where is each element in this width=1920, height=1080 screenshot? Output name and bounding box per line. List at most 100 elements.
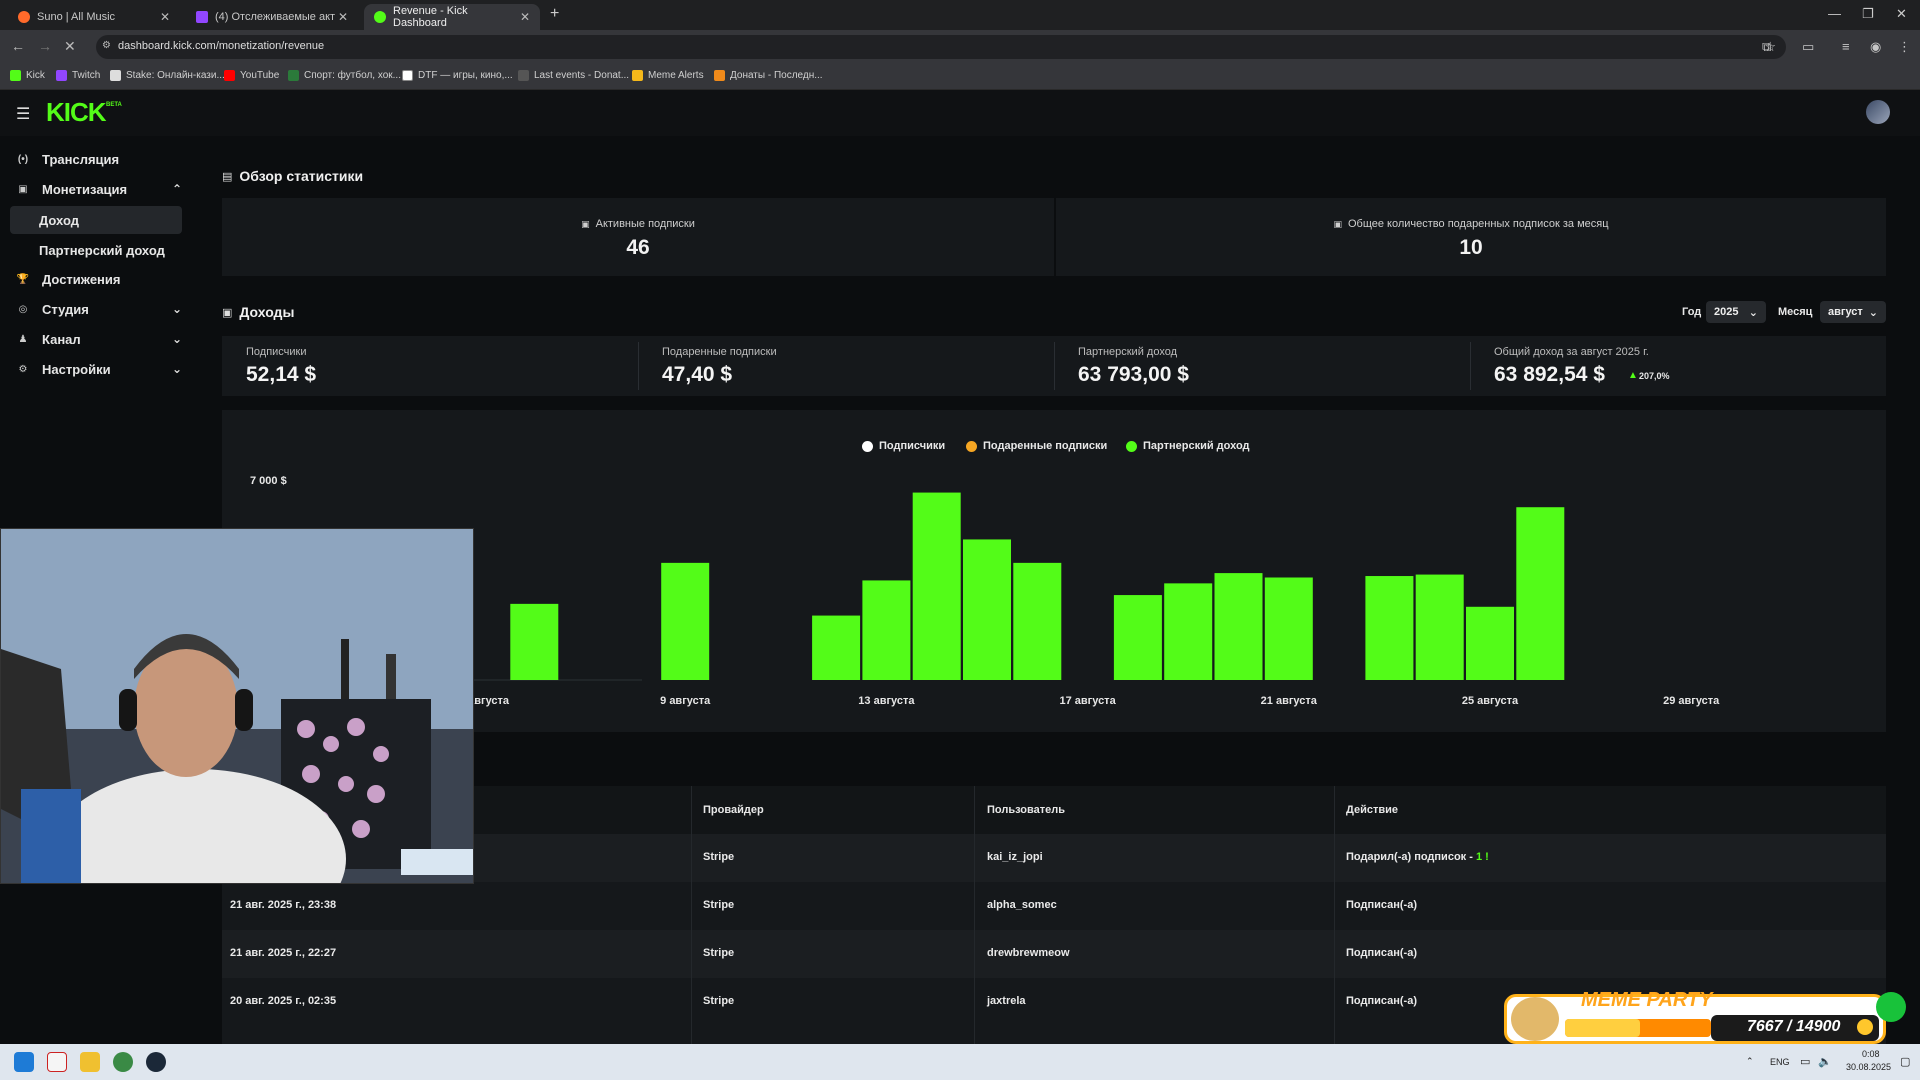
card-divider — [1470, 342, 1471, 390]
site-info-icon[interactable]: ⚙ — [102, 40, 111, 51]
chart-bar[interactable] — [963, 539, 1011, 680]
sidebar-sub-partner-revenue[interactable]: Партнерский доход — [10, 236, 182, 264]
bookmark-label: Last events - Donat... — [534, 70, 630, 81]
chart-bar[interactable] — [1466, 606, 1514, 680]
bookmark-star-icon[interactable]: ☆ — [1764, 39, 1776, 54]
subs-revenue-value: 52,14 $ — [246, 363, 317, 386]
chart-bar[interactable] — [912, 492, 961, 680]
legend-label: Подписчики — [879, 440, 946, 452]
table-row[interactable]: 21 авг. 2025 г., 23:38 Stripe alpha_some… — [222, 882, 1886, 930]
tray-chevron-icon[interactable]: ⌃ — [1746, 1056, 1754, 1066]
start-icon[interactable] — [14, 1052, 34, 1072]
chart-bar[interactable] — [1013, 562, 1062, 680]
chart-bar[interactable] — [1365, 576, 1414, 680]
new-tab-icon[interactable]: + — [550, 5, 560, 22]
bookmark-label: Донаты - Последн... — [730, 70, 823, 81]
stake-icon — [110, 70, 121, 81]
twitch-icon — [56, 70, 67, 81]
sidebar-item-broadcast[interactable]: (•) Трансляция — [10, 146, 182, 172]
folder-icon[interactable] — [80, 1052, 100, 1072]
total-revenue-value: 63 892,54 $ — [1494, 363, 1605, 386]
close-tab-icon[interactable]: ✕ — [519, 10, 530, 24]
avatar[interactable] — [1866, 100, 1890, 124]
sidebar-sub-revenue[interactable]: Доход — [10, 206, 182, 234]
language-indicator[interactable]: ENG — [1770, 1057, 1790, 1067]
browser-tab[interactable]: (4) Отслеживаемые активные ✕ — [186, 4, 358, 30]
overview-title: ▤ Обзор статистики — [222, 168, 363, 184]
browser-tab[interactable]: Suno | All Music ✕ — [8, 4, 180, 30]
month-select[interactable]: август ⌄ — [1820, 301, 1886, 323]
legend-partner[interactable]: Партнерский доход — [1126, 440, 1250, 452]
sidebar-item-monetization[interactable]: ▣ Монетизация ⌃ — [10, 176, 182, 202]
chart-bar[interactable] — [812, 615, 861, 680]
table-row[interactable]: 21 авг. 2025 г., 22:27 Stripe drewbrewme… — [222, 930, 1886, 978]
chrome-icon[interactable] — [113, 1052, 133, 1072]
sidebar-item-studio[interactable]: ◎ Студия ⌄ — [10, 296, 182, 322]
address-bar[interactable]: ⚙ dashboard.kick.com/monetization/revenu… — [96, 35, 1786, 59]
active-subs-card: ▣ Активные подписки 46 — [222, 198, 1054, 276]
kick-logo[interactable]: KICK — [46, 97, 107, 127]
minimize-icon[interactable]: — — [1828, 6, 1841, 21]
action-text: Подарил(-а) подписок - — [1346, 851, 1476, 863]
browser-tab-active[interactable]: Revenue - Kick Dashboard ✕ — [364, 4, 540, 30]
chart-bar[interactable] — [1214, 573, 1263, 680]
chart-bar[interactable] — [1516, 507, 1565, 680]
bookmark-stake[interactable]: Stake: Онлайн-кази... — [110, 70, 225, 81]
notifications-icon[interactable]: ▢ — [1900, 1056, 1911, 1068]
steam-icon[interactable] — [146, 1052, 166, 1072]
legend-subscribers[interactable]: Подписчики — [862, 440, 945, 452]
column-divider — [691, 786, 692, 1044]
bookmark-kick[interactable]: Kick — [10, 70, 45, 81]
bookmark-donat[interactable]: Last events - Donat... — [518, 70, 629, 81]
chevron-down-icon[interactable]: ⌄ — [171, 332, 182, 346]
clock-date[interactable]: 30.08.2025 — [1846, 1062, 1892, 1072]
volume-icon[interactable]: 🔈 — [1818, 1056, 1832, 1068]
forward-icon[interactable]: → — [38, 38, 52, 54]
year-select[interactable]: 2025 ⌄ — [1706, 301, 1766, 323]
x-tick-label: 29 августа — [1663, 695, 1720, 707]
chart-bar[interactable] — [661, 562, 710, 680]
bookmark-youtube[interactable]: YouTube — [224, 70, 279, 81]
chat-bubble-icon[interactable] — [1876, 992, 1906, 1022]
legend-dot — [862, 440, 873, 452]
close-tab-icon[interactable]: ✕ — [337, 10, 348, 24]
sidebar-item-settings[interactable]: ⚙ Настройки ⌄ — [10, 356, 182, 382]
chart-bar[interactable] — [1264, 577, 1313, 681]
chart-bar[interactable] — [1415, 574, 1464, 680]
active-subs-value: 46 — [626, 236, 650, 259]
reload-icon[interactable]: ✕ — [64, 38, 76, 54]
clock-time[interactable]: 0:08 — [1862, 1049, 1880, 1059]
tab-title: Revenue - Kick Dashboard — [393, 5, 468, 29]
cell-user: alpha_somec — [987, 899, 1057, 911]
bookmark-twitch[interactable]: Twitch — [56, 70, 100, 81]
chart-bar[interactable] — [862, 580, 911, 680]
sidebar-item-channel[interactable]: ♟ Канал ⌄ — [10, 326, 182, 352]
sidebar-item-achievements[interactable]: 🏆 Достижения — [10, 266, 182, 292]
extensions-icon[interactable]: ⧉ — [1762, 39, 1772, 54]
legend-gifted[interactable]: Подаренные подписки — [966, 440, 1107, 452]
close-window-icon[interactable]: ✕ — [1896, 6, 1907, 21]
restore-icon[interactable]: ❐ — [1862, 6, 1874, 21]
chart-bar[interactable] — [510, 603, 559, 680]
year-value: 2025 — [1714, 306, 1739, 318]
chevron-down-icon[interactable]: ⌄ — [171, 302, 182, 316]
profile-icon[interactable]: ◉ — [1870, 39, 1882, 54]
table-row[interactable]: Stripe kai_iz_jopi Подарил(-а) подписок … — [222, 834, 1886, 882]
network-icon[interactable]: ▭ — [1800, 1056, 1811, 1068]
bookmark-dtf[interactable]: DTF — игры, кино,... — [402, 70, 513, 81]
menu-dots-icon[interactable]: ⋮ — [1898, 39, 1911, 54]
yandex-icon[interactable] — [47, 1052, 67, 1072]
bookmark-meme-alerts[interactable]: Meme Alerts — [632, 70, 704, 81]
back-icon[interactable]: ← — [11, 38, 25, 54]
bookmark-sport[interactable]: Спорт: футбол, хок... — [288, 70, 401, 81]
close-tab-icon[interactable]: ✕ — [159, 10, 170, 24]
bookmark-donaty[interactable]: Донаты - Последн... — [714, 70, 823, 81]
beta-badge: BETA — [106, 102, 122, 108]
chart-bar[interactable] — [1113, 595, 1162, 680]
chevron-down-icon[interactable]: ⌄ — [171, 362, 182, 376]
menu-icon[interactable]: ☰ — [16, 106, 31, 123]
media-icon[interactable]: ≡ — [1842, 39, 1850, 54]
chart-bar[interactable] — [1164, 583, 1213, 680]
cast-icon[interactable]: ▭ — [1802, 39, 1815, 54]
chevron-up-icon[interactable]: ⌃ — [171, 182, 182, 196]
